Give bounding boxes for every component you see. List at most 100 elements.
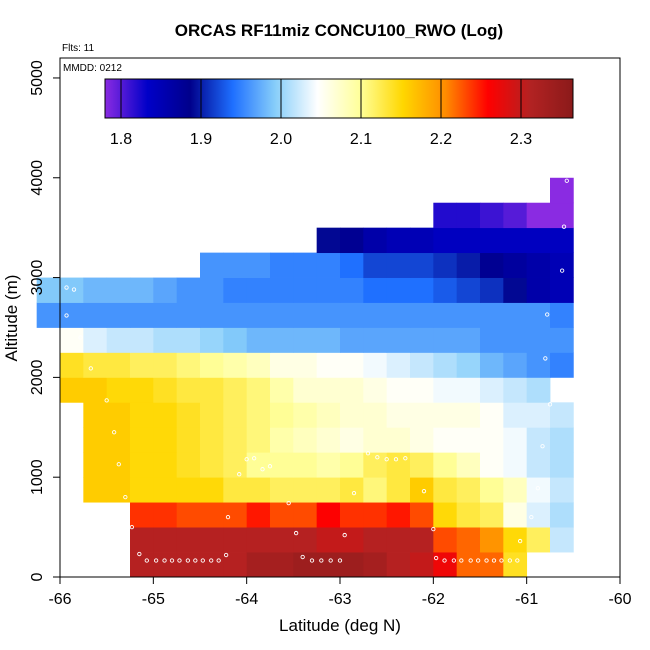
flight-point xyxy=(251,456,257,461)
heatmap-cell xyxy=(223,427,248,453)
heatmap-cell xyxy=(60,352,84,378)
heatmap-cell xyxy=(316,352,341,378)
heatmap-cell xyxy=(550,452,574,478)
flight-point xyxy=(116,462,121,467)
heatmap-cell xyxy=(223,402,248,428)
heatmap-cell xyxy=(130,302,154,328)
flight-point xyxy=(129,524,135,530)
heatmap-cell xyxy=(130,552,154,578)
heatmap-cell xyxy=(83,327,108,353)
heatmap-cell xyxy=(340,427,364,453)
heatmap-cell xyxy=(106,352,131,378)
flight-point xyxy=(185,558,191,563)
heatmap-cell xyxy=(223,502,248,528)
heatmap-cell xyxy=(246,277,271,303)
heatmap-cell xyxy=(200,277,224,303)
heatmap-cell xyxy=(550,527,574,553)
heatmap-cell xyxy=(106,277,131,303)
flight-point xyxy=(421,489,427,494)
heatmap-cell xyxy=(386,552,411,578)
flight-point xyxy=(547,402,553,407)
heatmap-cell xyxy=(386,427,411,453)
flight-point xyxy=(260,467,265,472)
heatmap-cell xyxy=(433,327,458,353)
heatmap-cell xyxy=(83,427,108,453)
heatmap-cell xyxy=(223,527,248,553)
heatmap-cell xyxy=(526,527,551,553)
heatmap-cell xyxy=(176,477,201,503)
flights-annotation: Flts: 11 xyxy=(62,43,94,54)
flight-point xyxy=(517,538,523,544)
flight-point xyxy=(442,558,447,563)
heatmap-cell xyxy=(130,327,154,353)
flight-point xyxy=(342,532,347,538)
heatmap-cell xyxy=(433,402,458,428)
heatmap-cell xyxy=(60,277,84,303)
heatmap-cell xyxy=(503,252,528,278)
heatmap-cell xyxy=(130,377,154,403)
heatmap-cell xyxy=(456,302,481,328)
y-tick-label: 1000 xyxy=(29,459,46,495)
heatmap-cell xyxy=(176,527,201,553)
x-tick-label: -62 xyxy=(422,591,445,608)
y-tick-label: 2000 xyxy=(29,359,46,395)
flight-point xyxy=(543,356,548,361)
heatmap-cell xyxy=(83,377,108,403)
heatmap-cell xyxy=(246,302,271,328)
heatmap-cell xyxy=(550,477,574,503)
heatmap-cell xyxy=(223,252,248,278)
heatmap-cell xyxy=(83,477,108,503)
flight-point xyxy=(88,366,93,371)
flight-point xyxy=(319,558,324,563)
heatmap-cell xyxy=(316,477,341,503)
heatmap-cell xyxy=(223,352,248,378)
heatmap-cell xyxy=(363,527,388,553)
flight-point xyxy=(309,558,315,563)
x-tick-label: -64 xyxy=(235,591,258,608)
heatmap-cell xyxy=(153,277,178,303)
flight-point xyxy=(209,558,214,563)
heatmap-cell xyxy=(176,502,201,528)
flight-point xyxy=(431,526,436,532)
heatmap-cell xyxy=(130,452,154,478)
heatmap-cell xyxy=(316,552,341,578)
heatmap-cell xyxy=(433,252,458,278)
heatmap-cell xyxy=(480,552,504,578)
heatmap-cell xyxy=(106,377,131,403)
heatmap-cell xyxy=(433,477,458,503)
heatmap-cell xyxy=(526,452,551,478)
heatmap-cell xyxy=(410,402,434,428)
flight-point xyxy=(535,486,541,491)
heatmap-cell xyxy=(176,352,201,378)
heatmap-cell xyxy=(480,352,504,378)
heatmap-cell xyxy=(550,327,574,353)
heatmap-cell xyxy=(433,352,458,378)
heatmap-cell xyxy=(340,377,364,403)
heatmap-cell xyxy=(246,352,271,378)
heatmap-cell xyxy=(410,302,434,328)
flight-point xyxy=(223,552,229,558)
heatmap-cell xyxy=(410,527,434,553)
heatmap-cell xyxy=(363,452,388,478)
flight-point xyxy=(71,287,77,292)
heatmap-cell xyxy=(410,252,434,278)
heatmap-cell xyxy=(176,452,201,478)
heatmap-cell xyxy=(176,427,201,453)
heatmap-cell xyxy=(526,227,551,254)
heatmap-cell xyxy=(83,452,108,478)
heatmap-cell xyxy=(386,402,411,428)
y-tick-label: 5000 xyxy=(29,60,46,96)
flight-point xyxy=(64,285,69,290)
flight-point xyxy=(403,456,408,461)
heatmap-cell xyxy=(503,377,528,403)
heatmap-cell xyxy=(410,352,434,378)
heatmap-cell xyxy=(270,477,294,503)
heatmap-cell xyxy=(153,402,178,428)
flight-point xyxy=(162,558,167,563)
heatmap-cell xyxy=(340,477,364,503)
chart-title: ORCAS RF11miz CONCU100_RWO (Log) xyxy=(175,21,503,40)
heatmap-cell xyxy=(433,552,458,578)
flight-point xyxy=(559,268,565,273)
heatmap-cell xyxy=(60,377,84,403)
flight-point xyxy=(123,494,128,500)
